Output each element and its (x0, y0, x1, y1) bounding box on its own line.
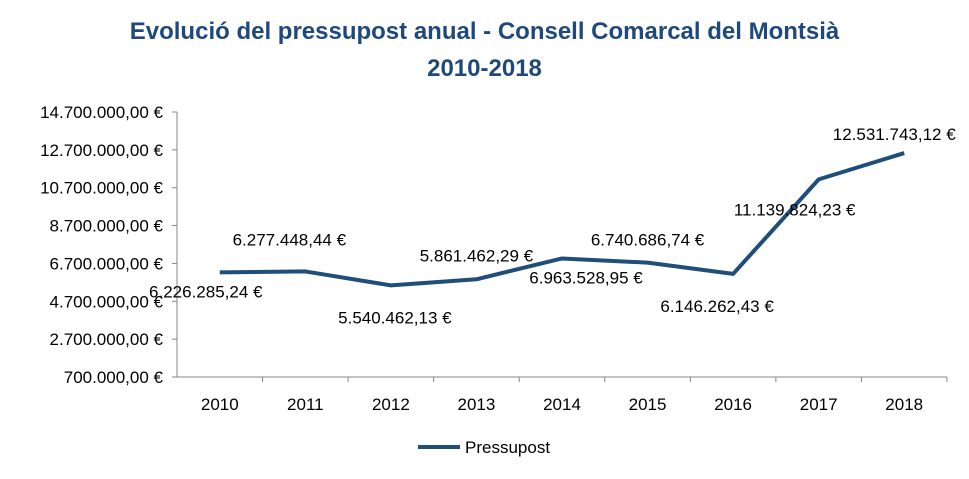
data-label: 5.540.462,13 € (338, 308, 452, 327)
data-label: 6.226.285,24 € (149, 282, 263, 301)
data-label: 12.531.743,12 € (833, 125, 956, 144)
x-tick-label: 2014 (543, 395, 581, 414)
data-label: 6.277.448,44 € (233, 230, 347, 249)
y-tick-label: 700.000,00 € (64, 368, 164, 387)
y-tick-label: 12.700.000,00 € (40, 141, 163, 160)
x-tick-label: 2013 (458, 395, 496, 414)
y-tick-label: 2.700.000,00 € (50, 330, 164, 349)
x-tick-label: 2016 (714, 395, 752, 414)
legend-label: Pressupost (465, 438, 550, 457)
x-tick-label: 2015 (629, 395, 667, 414)
data-label: 5.861.462,29 € (420, 246, 534, 265)
y-tick-label: 6.700.000,00 € (50, 254, 164, 273)
y-tick-label: 4.700.000,00 € (50, 292, 164, 311)
x-tick-label: 2017 (800, 395, 838, 414)
x-tick-label: 2012 (372, 395, 410, 414)
chart-title: Evolució del pressupost anual - Consell … (129, 18, 840, 45)
data-label: 6.740.686,74 € (591, 231, 705, 250)
data-label: 6.963.528,95 € (529, 268, 643, 287)
x-tick-label: 2010 (201, 395, 239, 414)
data-label: 11.139.824,23 € (734, 200, 856, 219)
x-tick-label: 2018 (885, 395, 923, 414)
chart-subtitle: 2010-2018 (427, 55, 542, 82)
y-tick-label: 8.700.000,00 € (50, 217, 164, 236)
y-tick-label: 10.700.000,00 € (40, 179, 163, 198)
y-tick-label: 14.700.000,00 € (40, 103, 163, 122)
data-label: 6.146.262,43 € (660, 297, 774, 316)
x-tick-label: 2011 (287, 395, 324, 414)
